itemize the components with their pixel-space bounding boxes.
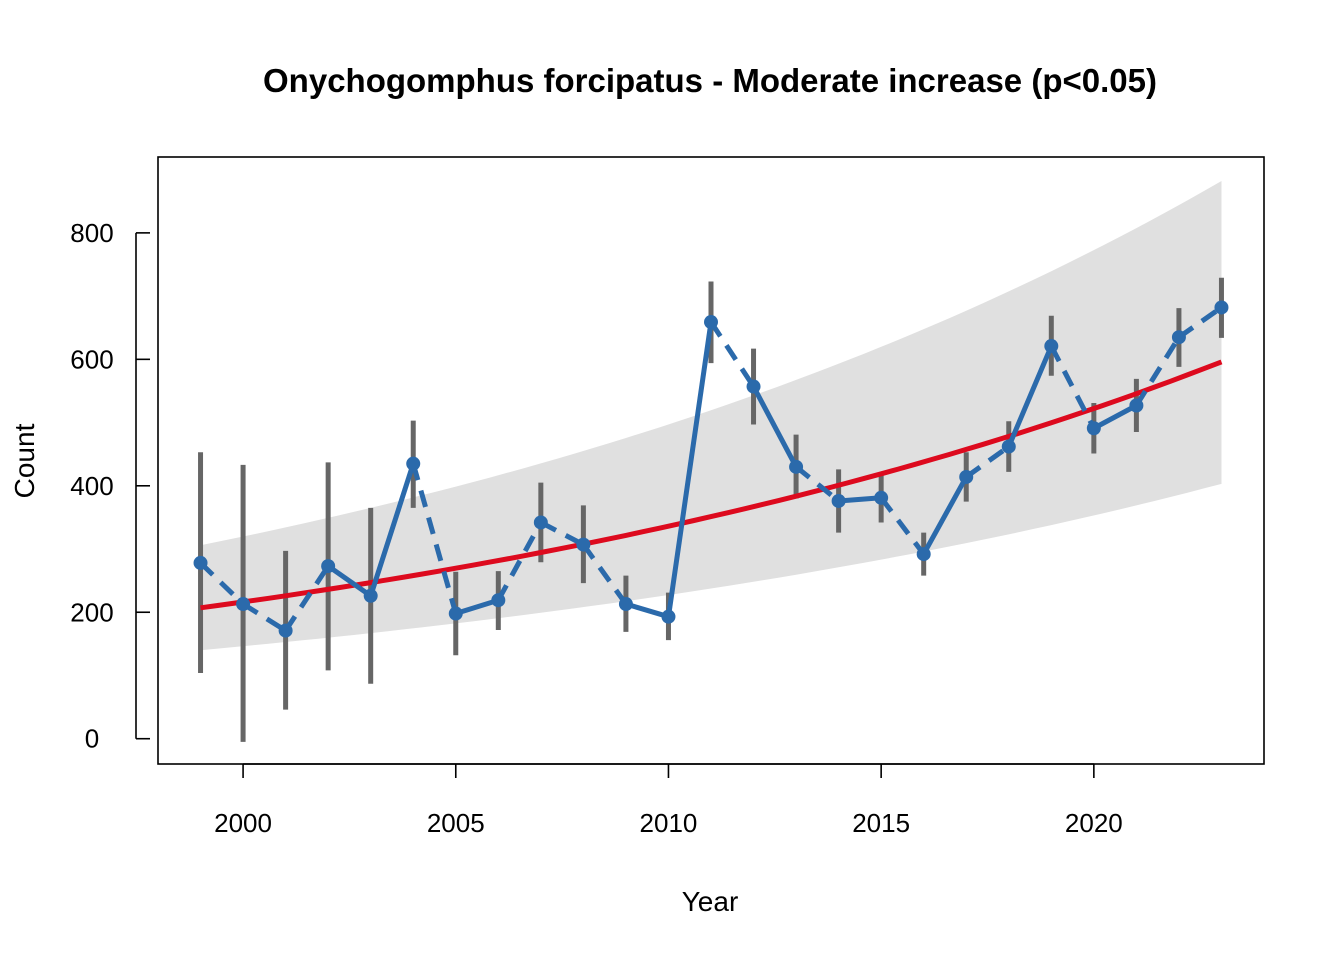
x-tick-label: 2005 [427, 808, 485, 838]
data-points-layer [193, 300, 1229, 638]
series-segment [1049, 344, 1097, 430]
data-point [448, 606, 463, 621]
data-point [1129, 398, 1144, 413]
data-point [1086, 421, 1101, 436]
series-segment [1134, 335, 1182, 407]
series-segment [879, 496, 926, 556]
data-point [959, 469, 974, 484]
y-tick-label: 0 [85, 724, 99, 754]
data-point [236, 597, 251, 612]
series-segment [625, 601, 670, 620]
trend-layer [200, 359, 1223, 611]
chart-title: Onychogomphus forcipatus - Moderate incr… [263, 62, 1157, 99]
y-tick-label: 400 [70, 471, 113, 501]
data-point [661, 609, 676, 624]
x-tick-label: 2000 [214, 808, 272, 838]
x-axis-label: Year [682, 886, 739, 917]
series-segment [1092, 403, 1138, 431]
series-segment [794, 464, 841, 503]
y-tick-label: 200 [70, 597, 113, 627]
data-point [1214, 300, 1229, 315]
observed-series-layer [198, 305, 1223, 633]
series-segment [581, 543, 628, 606]
trend-line [200, 359, 1223, 611]
data-point [831, 493, 846, 508]
series-segment [455, 597, 500, 616]
series-segment [283, 564, 331, 632]
data-point [618, 597, 633, 612]
series-segment [1006, 345, 1054, 448]
series-segment [838, 495, 882, 504]
y-axis: 0 200 400 600 800 [70, 218, 150, 754]
series-segment [368, 462, 416, 597]
series-segment [198, 561, 245, 606]
x-tick-label: 2020 [1065, 808, 1123, 838]
series-segment [241, 601, 287, 633]
data-point [704, 315, 718, 330]
data-point [406, 456, 421, 471]
x-tick-label: 2010 [640, 808, 698, 838]
data-point [916, 547, 931, 562]
series-segment [708, 320, 756, 388]
series-segment [964, 444, 1011, 479]
series-segment [665, 321, 714, 618]
data-point [363, 588, 378, 603]
data-point [278, 623, 293, 638]
data-point [874, 490, 889, 505]
y-tick-label: 600 [70, 344, 113, 374]
data-point [491, 593, 506, 608]
data-point [1171, 330, 1186, 345]
data-point [193, 555, 208, 570]
series-segment [751, 385, 799, 468]
data-point [789, 459, 804, 474]
confidence-band-layer [200, 181, 1222, 651]
data-point [576, 537, 591, 552]
series-segment [1177, 305, 1223, 340]
data-point [321, 559, 336, 574]
series-segment [539, 520, 585, 547]
series-segment [921, 475, 969, 556]
y-axis-label: Count [9, 423, 40, 498]
series-segment [326, 564, 373, 598]
series-segment [496, 521, 544, 602]
x-tick-label: 2015 [852, 808, 910, 838]
x-axis: 2000 2005 2010 2015 2020 [214, 763, 1123, 838]
data-point [1001, 439, 1016, 454]
data-point [746, 379, 761, 394]
confidence-band [200, 181, 1222, 651]
data-point [533, 515, 548, 530]
data-point [1044, 339, 1059, 354]
y-tick-label: 800 [70, 218, 113, 248]
